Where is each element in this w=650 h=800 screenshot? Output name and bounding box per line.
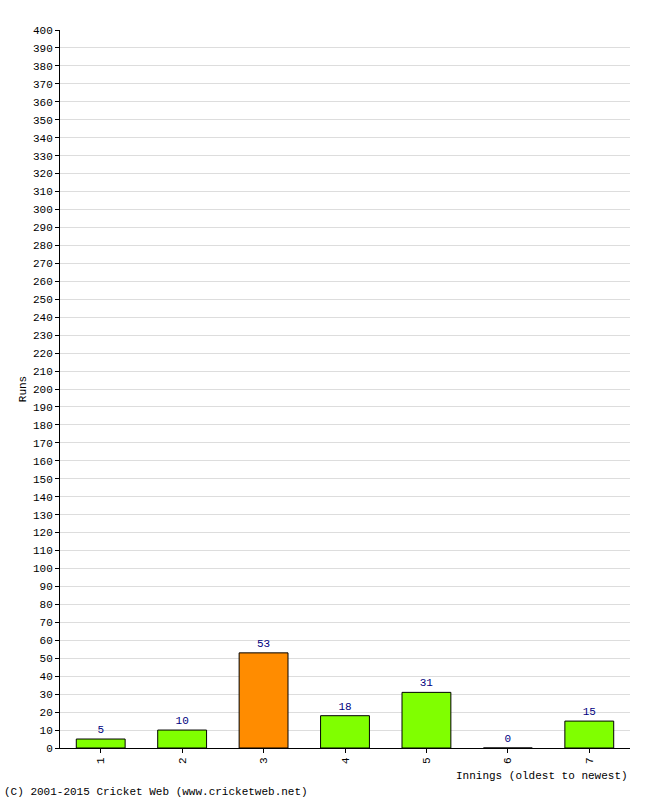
svg-text:3: 3 [258,757,270,764]
svg-text:290: 290 [33,222,53,234]
svg-text:320: 320 [33,168,53,180]
svg-text:10: 10 [176,715,189,727]
svg-text:2: 2 [177,757,189,764]
svg-text:250: 250 [33,294,53,306]
svg-text:90: 90 [40,581,53,593]
svg-text:160: 160 [33,456,53,468]
svg-text:(C) 2001-2015 Cricket Web (www: (C) 2001-2015 Cricket Web (www.cricketwe… [4,786,308,798]
svg-text:390: 390 [33,43,53,55]
svg-text:180: 180 [33,420,53,432]
svg-text:0: 0 [46,743,53,755]
svg-text:Runs: Runs [17,376,29,402]
svg-text:140: 140 [33,492,53,504]
svg-text:340: 340 [33,133,53,145]
svg-text:260: 260 [33,276,53,288]
svg-text:370: 370 [33,79,53,91]
svg-text:40: 40 [40,671,53,683]
svg-text:6: 6 [502,757,514,764]
svg-text:70: 70 [40,617,53,629]
svg-text:400: 400 [33,25,53,37]
svg-text:230: 230 [33,330,53,342]
svg-text:130: 130 [33,510,53,522]
svg-text:360: 360 [33,97,53,109]
svg-text:4: 4 [340,757,352,764]
svg-text:170: 170 [33,438,53,450]
svg-text:60: 60 [40,635,53,647]
svg-text:200: 200 [33,384,53,396]
svg-text:120: 120 [33,527,53,539]
svg-text:380: 380 [33,61,53,73]
svg-text:100: 100 [33,563,53,575]
svg-text:1: 1 [95,757,107,764]
svg-text:350: 350 [33,115,53,127]
svg-text:31: 31 [420,677,434,689]
svg-text:240: 240 [33,312,53,324]
svg-text:7: 7 [584,757,596,764]
svg-text:5: 5 [421,757,433,764]
svg-text:270: 270 [33,258,53,270]
svg-text:50: 50 [40,653,53,665]
svg-text:Innings (oldest to newest): Innings (oldest to newest) [456,770,628,782]
svg-text:150: 150 [33,474,53,486]
svg-text:53: 53 [257,638,270,650]
svg-text:300: 300 [33,204,53,216]
svg-text:80: 80 [40,599,53,611]
svg-text:15: 15 [583,706,596,718]
svg-text:330: 330 [33,151,53,163]
svg-text:110: 110 [33,545,53,557]
svg-text:220: 220 [33,348,53,360]
svg-text:310: 310 [33,186,53,198]
svg-text:280: 280 [33,240,53,252]
svg-text:5: 5 [97,724,104,736]
svg-text:190: 190 [33,402,53,414]
svg-text:30: 30 [40,689,53,701]
svg-text:210: 210 [33,366,53,378]
svg-text:20: 20 [40,707,53,719]
svg-text:0: 0 [505,733,512,745]
svg-text:10: 10 [40,725,53,737]
svg-text:18: 18 [338,701,351,713]
